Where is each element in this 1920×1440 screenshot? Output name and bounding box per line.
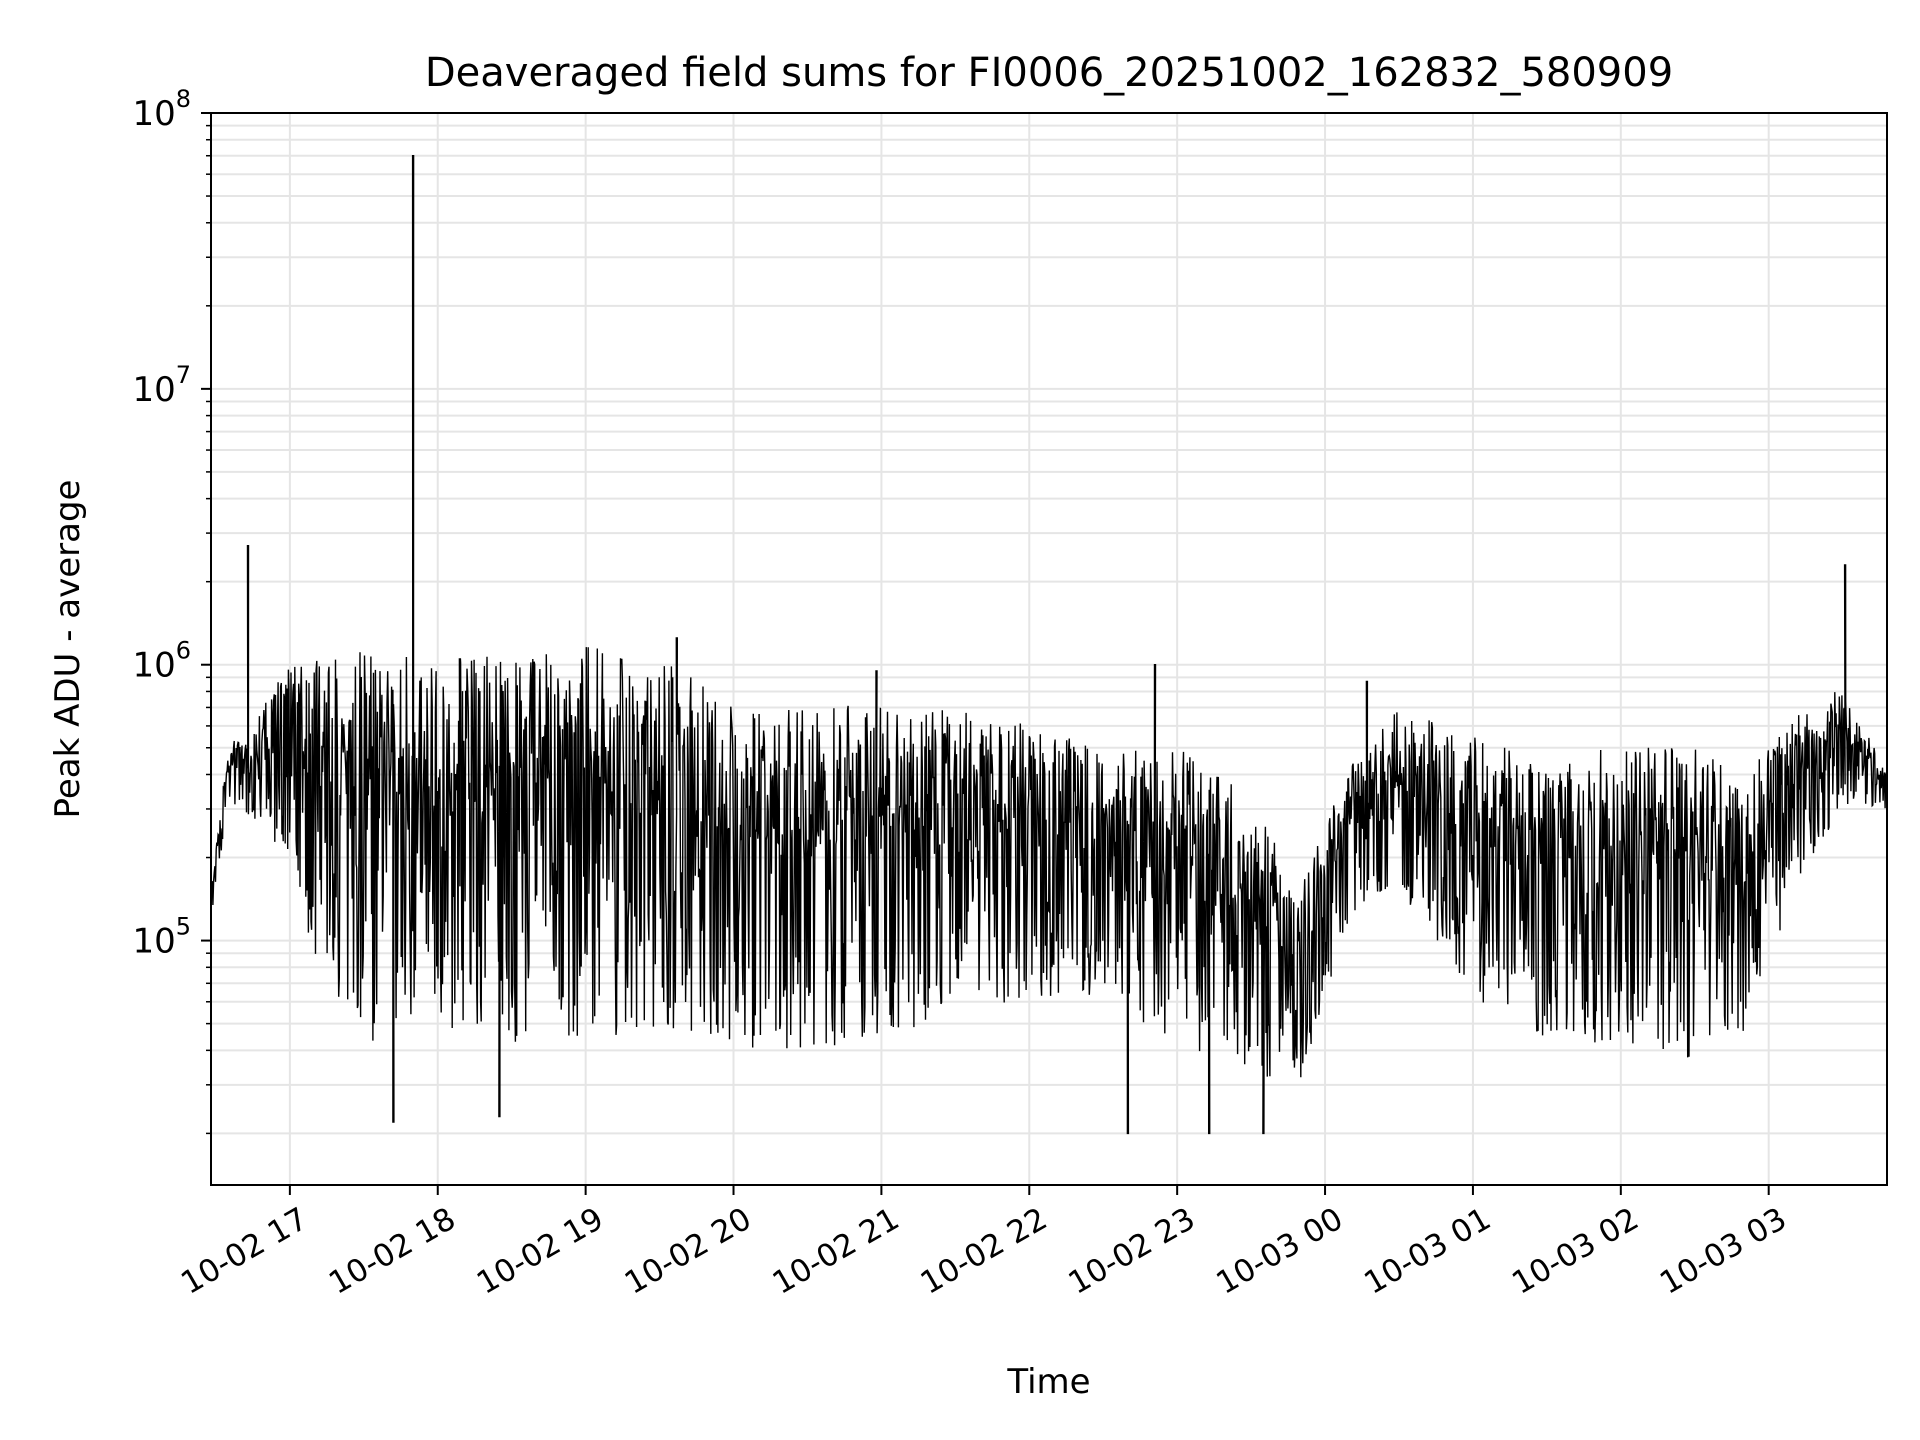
y-tick-exponent: 7 xyxy=(176,361,191,389)
y-tick-exponent: 8 xyxy=(176,85,191,113)
y-tick-base: 10 xyxy=(132,646,175,686)
x-axis-label: Time xyxy=(1006,1362,1090,1402)
y-tick-base: 10 xyxy=(132,94,175,134)
y-tick-exponent: 6 xyxy=(176,637,191,665)
chart-title: Deaveraged field sums for FI0006_2025100… xyxy=(425,50,1673,96)
y-tick-label: 105 xyxy=(132,913,191,962)
y-tick-base: 10 xyxy=(132,370,175,410)
y-tick-label: 107 xyxy=(132,361,191,410)
plot-frame xyxy=(210,112,1888,1186)
series-line xyxy=(211,155,1887,1135)
y-axis-label: Peak ADU - average xyxy=(48,480,88,819)
y-tick-label: 108 xyxy=(132,85,191,134)
y-tick-exponent: 5 xyxy=(176,913,191,941)
plot-area xyxy=(211,155,1887,1135)
y-tick-label: 106 xyxy=(132,637,191,686)
y-tick-base: 10 xyxy=(132,922,175,962)
